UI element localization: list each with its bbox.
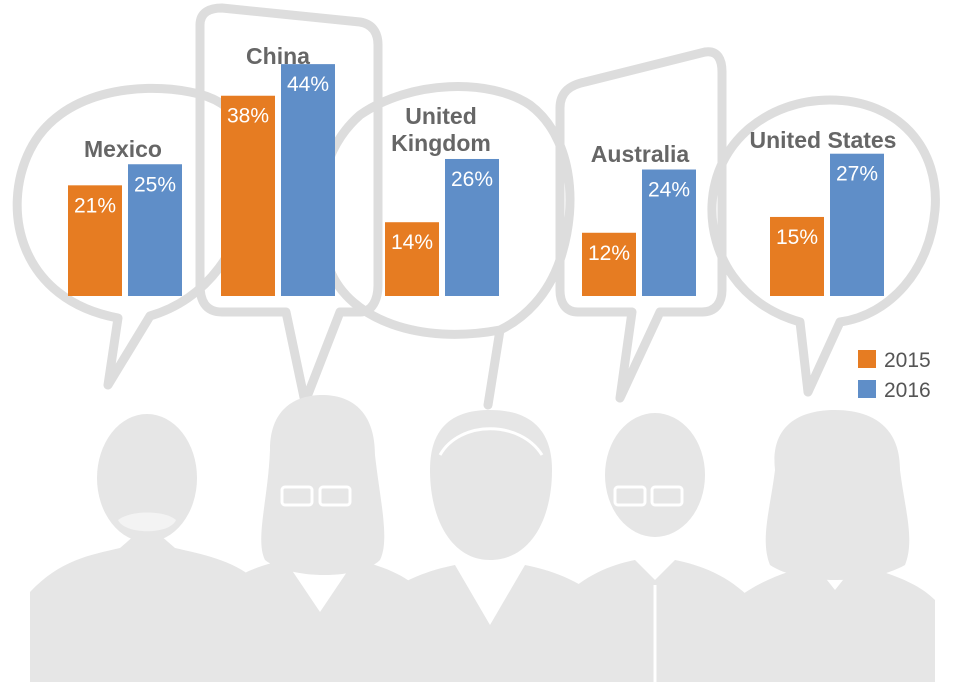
bar-united-kingdom-2016 xyxy=(445,158,499,296)
bar-value-label: 14% xyxy=(391,231,433,254)
category-label-united-states: United States xyxy=(750,127,897,153)
legend-label-2015: 2015 xyxy=(884,349,931,372)
legend-label-2016: 2016 xyxy=(884,379,931,402)
bar-value-label: 38% xyxy=(227,105,269,128)
bar-china-2015 xyxy=(221,95,275,297)
people xyxy=(30,395,935,682)
category-label-mexico: Mexico xyxy=(84,136,162,162)
glasses-icon xyxy=(613,485,647,507)
legend-swatch-2016 xyxy=(858,380,876,398)
category-label-united-kingdom: Kingdom xyxy=(391,130,491,156)
bar-value-label: 12% xyxy=(588,242,630,265)
person-man-glasses xyxy=(560,413,752,682)
bar-china-2016 xyxy=(281,64,335,297)
bubble-australia xyxy=(555,47,727,403)
bar-value-label: 24% xyxy=(648,179,690,202)
category-label-australia: Australia xyxy=(591,141,690,167)
bar-australia-2015 xyxy=(582,232,636,296)
glasses-icon xyxy=(280,485,314,507)
person-bearded-man xyxy=(30,414,262,682)
bar-mexico-2015 xyxy=(68,185,122,296)
bar-united-states-2016 xyxy=(830,153,884,296)
bar-value-label: 26% xyxy=(451,168,493,191)
bar-mexico-2016 xyxy=(128,164,182,296)
bar-united-kingdom-2015 xyxy=(385,222,439,296)
bar-australia-2016 xyxy=(642,169,696,296)
bar-united-states-2015 xyxy=(770,216,824,296)
bar-value-label: 44% xyxy=(287,73,329,96)
person-woman-glasses xyxy=(210,395,430,682)
bar-value-label: 25% xyxy=(134,173,176,196)
legend-swatch-2015 xyxy=(858,350,876,368)
bar-value-label: 27% xyxy=(836,163,878,186)
bar-group xyxy=(68,64,884,297)
label-group: 21% 25% Mexico 38% 44% China 14% 26% UnitedKingd… xyxy=(74,43,897,265)
bar-value-label: 21% xyxy=(74,194,116,217)
bar-value-label: 15% xyxy=(776,226,818,249)
person-woman-curly xyxy=(735,410,935,682)
person-woman-headband xyxy=(380,410,600,682)
legend: 2015 2016 xyxy=(858,349,931,402)
bubble-china xyxy=(195,3,383,407)
category-label-china: China xyxy=(246,43,310,69)
bubble-us xyxy=(707,95,940,397)
category-label-united-kingdom: United xyxy=(405,103,477,129)
